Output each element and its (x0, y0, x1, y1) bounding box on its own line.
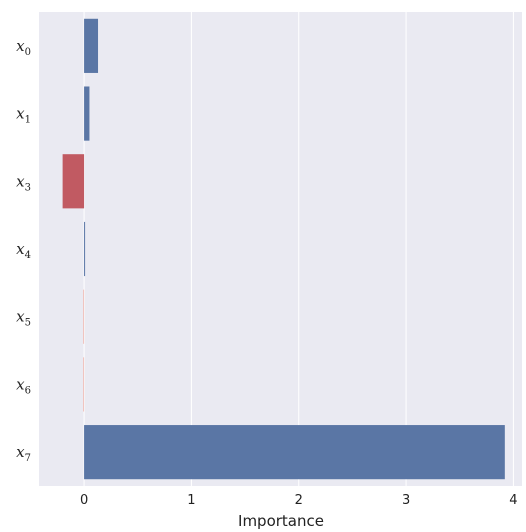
x-tick-label-3: 3 (402, 493, 410, 508)
y-tick-label-2: x3 (16, 172, 31, 193)
bar-6 (84, 425, 505, 480)
x-tick-label-1: 1 (187, 493, 195, 508)
x-tick-label-0: 0 (80, 493, 88, 508)
bar-0 (84, 18, 99, 73)
bar-5 (83, 357, 85, 412)
x-tick-labels: 0 1 2 3 4 (80, 493, 518, 508)
y-tick-label-6: x7 (16, 443, 31, 464)
x-tick-label-2: 2 (295, 493, 303, 508)
y-tick-label-3: x4 (16, 240, 31, 261)
x-axis-title: Importance (238, 512, 324, 530)
y-tick-label-5: x6 (16, 375, 31, 396)
x-tick-label-4: 4 (509, 493, 517, 508)
y-tick-label-0: x0 (16, 37, 31, 58)
bar-1 (84, 86, 90, 141)
plot-background (39, 12, 522, 486)
bar-3 (84, 221, 86, 277)
bars (62, 18, 505, 480)
bar-4 (83, 289, 85, 344)
y-tick-label-1: x1 (16, 105, 31, 126)
y-tick-labels: x0 x1 x3 x4 x5 x6 x7 (16, 37, 31, 464)
bar-2 (62, 154, 85, 209)
y-tick-label-4: x5 (16, 308, 31, 329)
